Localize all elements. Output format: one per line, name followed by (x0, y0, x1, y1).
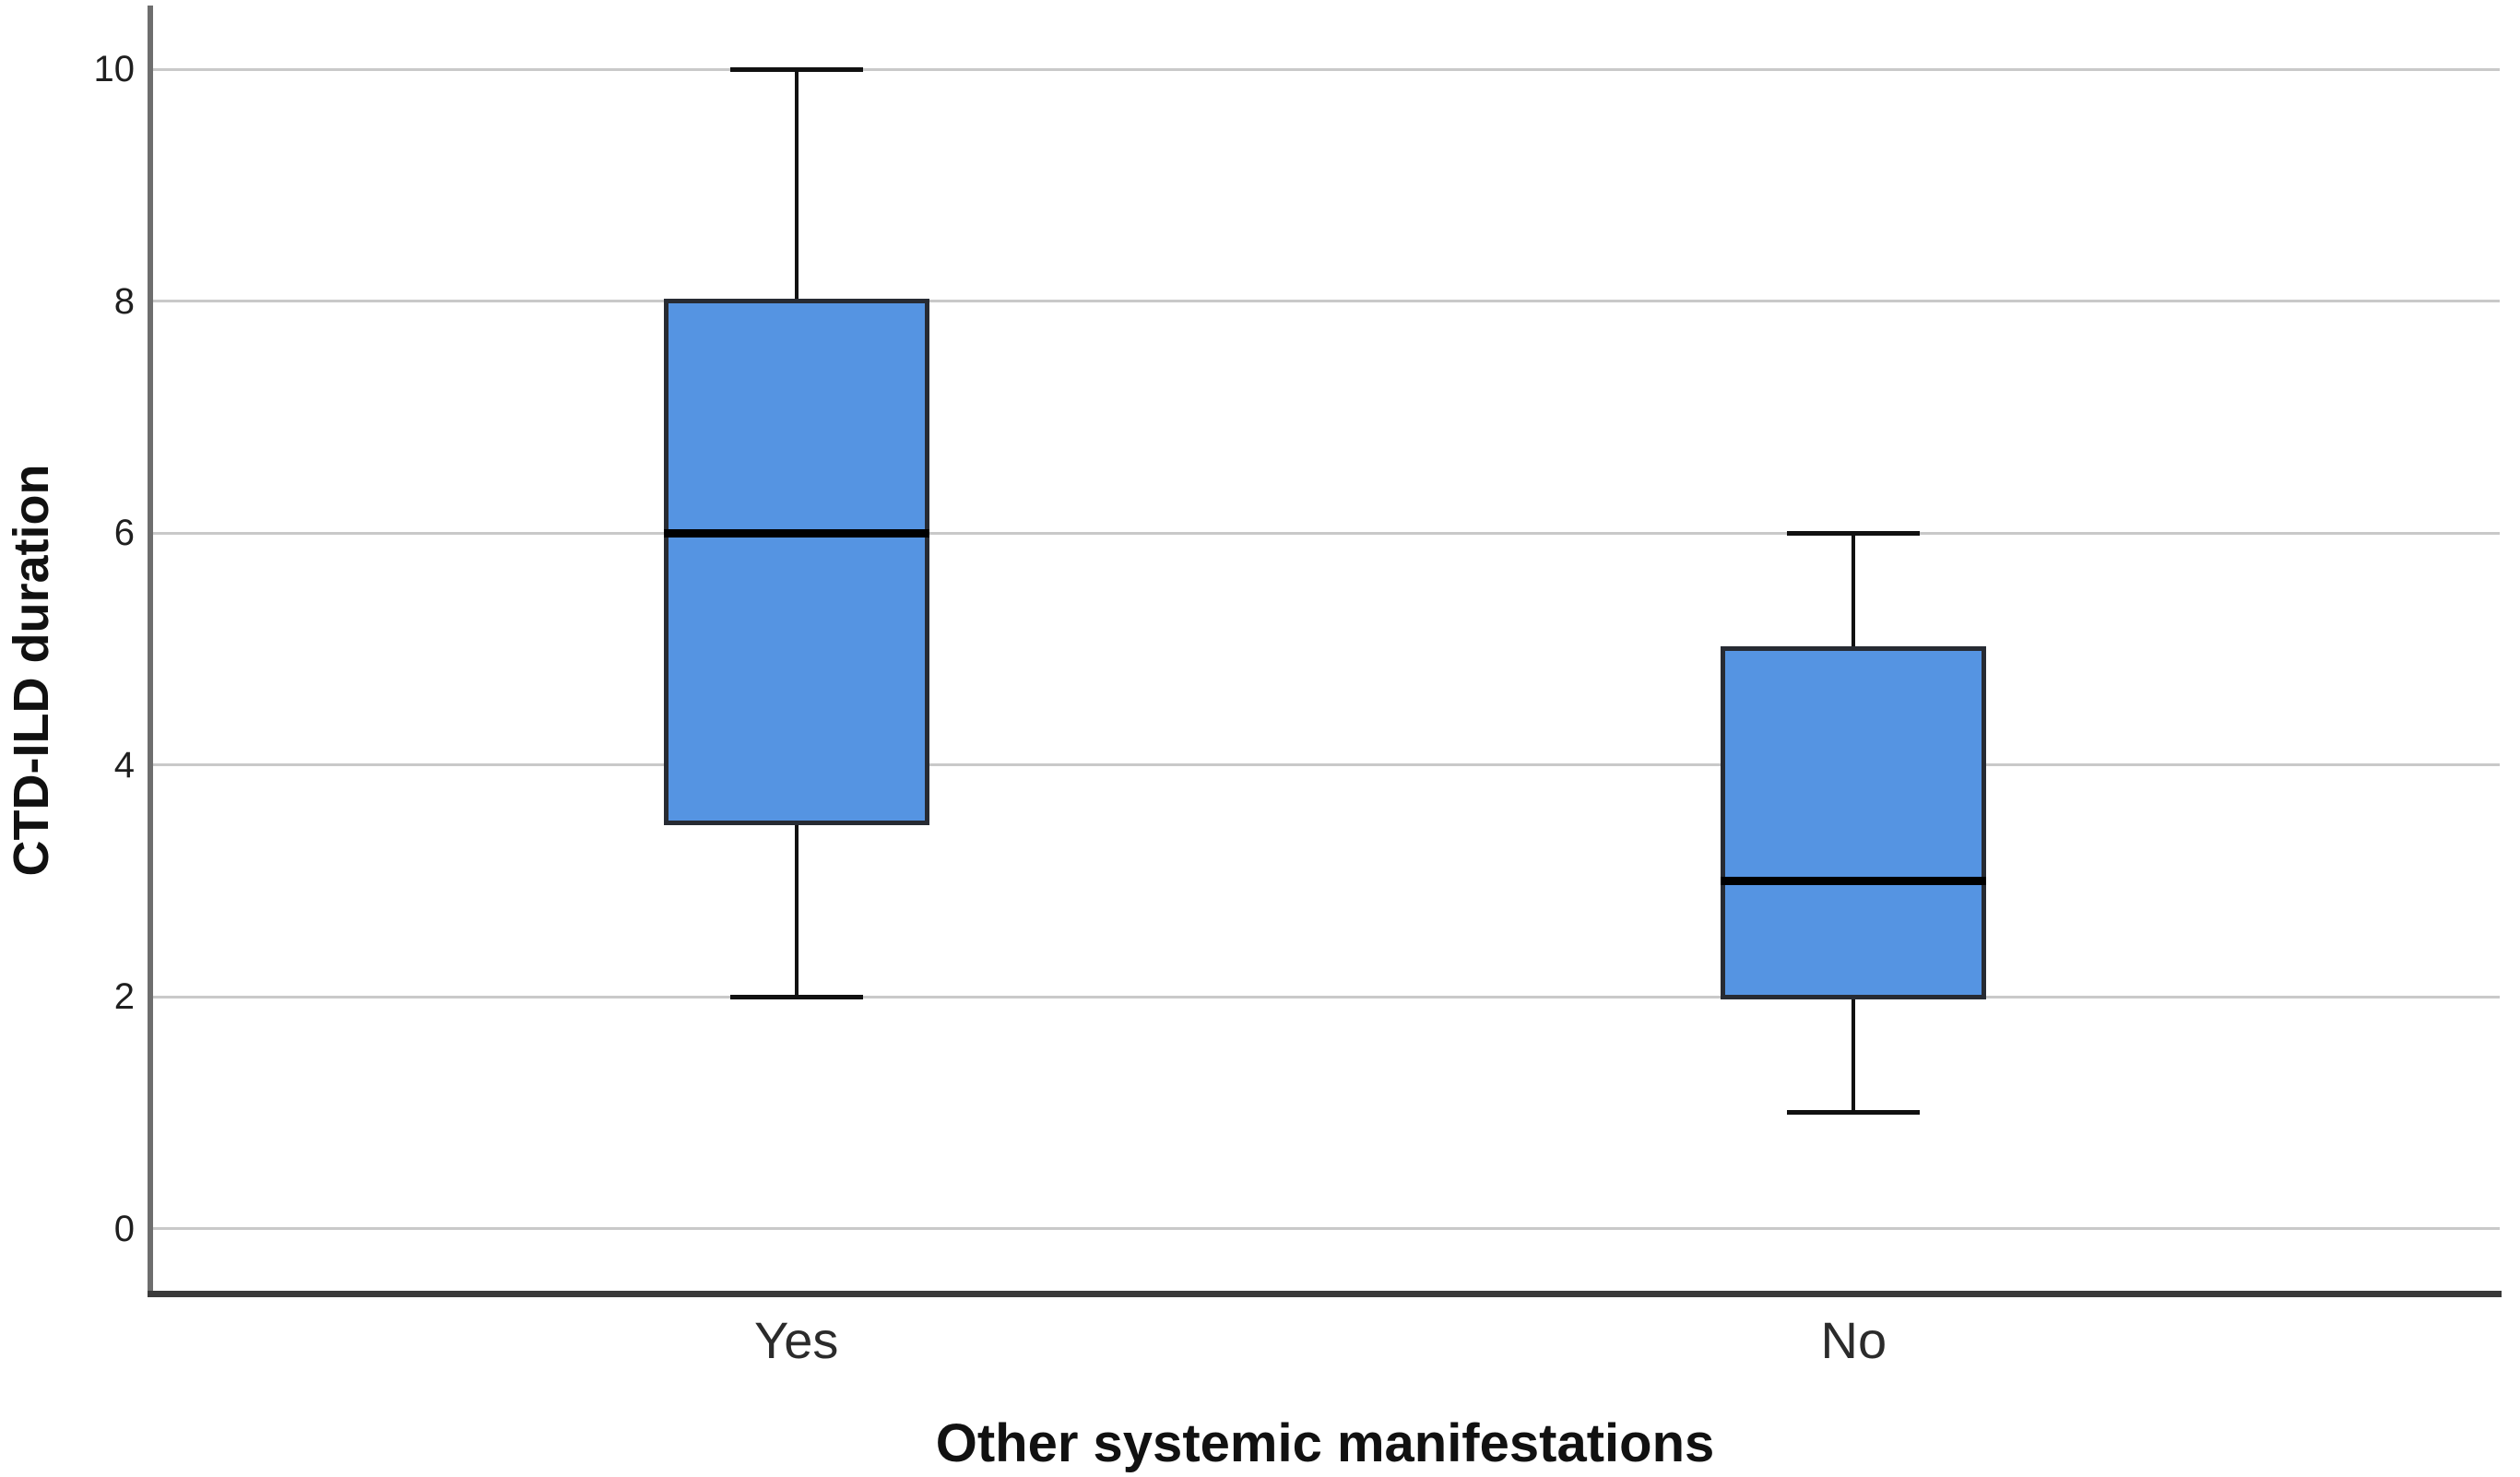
box-median (1721, 876, 1987, 885)
gridline (150, 995, 2500, 998)
whisker-cap-lower (1787, 1110, 1921, 1116)
box-rect (663, 299, 929, 825)
box-rect (1721, 646, 1987, 999)
box-whisker-lower (794, 822, 799, 998)
gridline (150, 300, 2500, 303)
gridline (150, 67, 2500, 71)
category-label-no: No (1820, 1311, 1887, 1369)
whisker-cap-upper (729, 66, 863, 72)
box-median (663, 528, 929, 538)
whisker-cap-lower (729, 994, 863, 999)
gridline (150, 531, 2500, 535)
y-tick-label: 0 (113, 1208, 135, 1249)
box-whisker-upper (1852, 533, 1856, 649)
gridline (150, 1227, 2500, 1231)
y-axis-title: CTD-ILD duration (4, 464, 59, 877)
x-axis-title: Other systemic manifestations (935, 1413, 1715, 1473)
y-tick-label: 10 (93, 49, 136, 90)
y-tick-label: 2 (113, 976, 135, 1018)
box-whisker-lower (1852, 997, 1856, 1113)
y-tick-label: 4 (113, 744, 135, 786)
y-axis-line (148, 6, 153, 1294)
whisker-cap-upper (1787, 530, 1921, 536)
box-whisker-upper (794, 69, 799, 301)
y-tick-label: 6 (113, 513, 135, 554)
gridline (150, 763, 2500, 767)
y-tick-label: 8 (113, 280, 135, 322)
category-label-yes: Yes (754, 1311, 839, 1369)
x-axis-line (148, 1291, 2502, 1297)
